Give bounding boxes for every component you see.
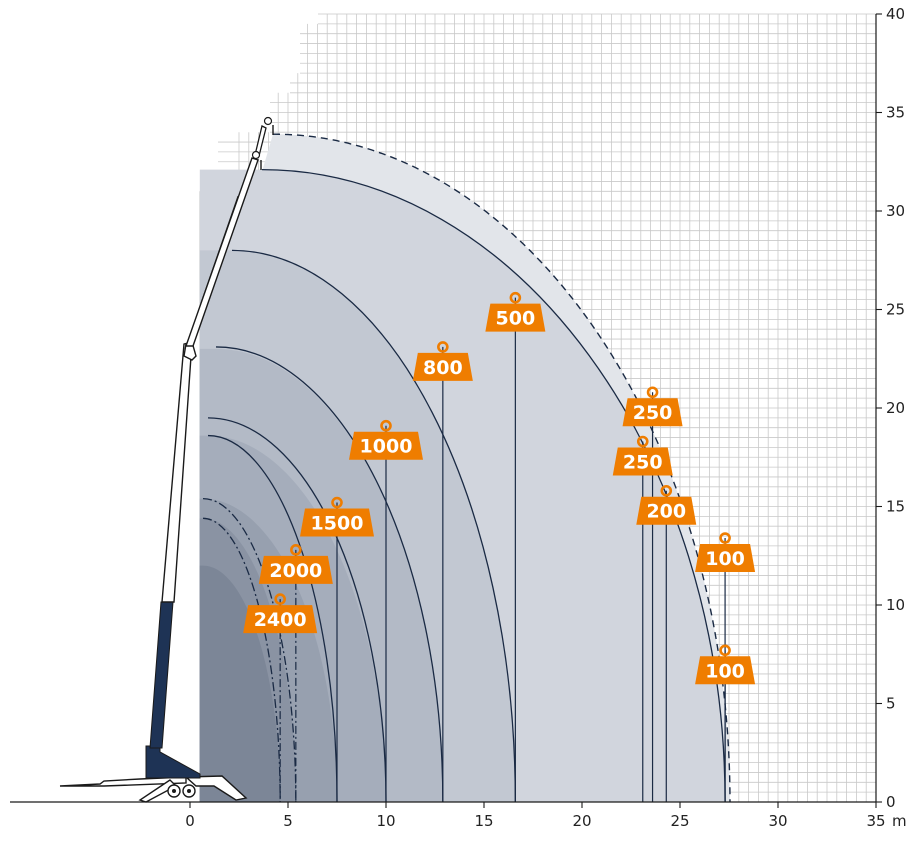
x-tick-label: 10 bbox=[376, 812, 395, 830]
weight-tag-ring bbox=[660, 484, 673, 497]
x-tick-label: 30 bbox=[768, 812, 787, 830]
x-tick-label: 20 bbox=[572, 812, 591, 830]
weight-tag-body bbox=[695, 544, 756, 573]
curve-boom bbox=[261, 168, 726, 803]
weight-tag-label: 2000 bbox=[269, 560, 322, 582]
weight-tag: 100 bbox=[695, 644, 756, 685]
weight-tag-ring bbox=[719, 532, 731, 544]
x-tick-label: 15 bbox=[474, 812, 493, 830]
crane-machine bbox=[59, 116, 274, 803]
weight-tag-label: 100 bbox=[705, 660, 745, 682]
weight-tag-label: 500 bbox=[496, 308, 536, 330]
curve-boom bbox=[202, 497, 297, 803]
x-tick-label: 0 bbox=[185, 812, 195, 830]
weight-tag-ring bbox=[380, 419, 392, 432]
weight-tag-label: 200 bbox=[646, 501, 686, 523]
region-load-zone bbox=[199, 565, 281, 802]
weight-tag-label: 250 bbox=[633, 402, 673, 424]
weight-tag-body bbox=[412, 352, 473, 381]
weight-tag: 200 bbox=[636, 484, 697, 525]
weight-tag: 2000 bbox=[258, 544, 333, 584]
crane-boom-inner bbox=[200, 195, 239, 304]
weight-tag: 100 bbox=[695, 532, 756, 573]
weight-tag-body bbox=[243, 605, 318, 634]
weight-tag-label: 1500 bbox=[311, 513, 364, 535]
weight-tag: 1500 bbox=[300, 496, 374, 537]
weight-tags: 2400 2000 1500 1000 800 500 250 250 200 100 100 bbox=[243, 291, 756, 685]
weight-tag-body bbox=[258, 555, 333, 584]
weight-tag-ring bbox=[719, 644, 731, 657]
curve-jib-envelope bbox=[272, 133, 731, 803]
weight-tag-label: 250 bbox=[623, 451, 663, 473]
weight-tag-body bbox=[636, 496, 697, 525]
weight-tag-body bbox=[300, 508, 374, 537]
weight-tag: 250 bbox=[612, 435, 673, 476]
y-tick-label: 20 bbox=[886, 399, 905, 417]
y-tick-label: 30 bbox=[886, 202, 905, 220]
weight-tag-ring bbox=[290, 544, 302, 556]
y-tick-label: 35 bbox=[886, 104, 905, 122]
crane-mast bbox=[161, 341, 193, 603]
y-tick-label: 5 bbox=[886, 695, 896, 713]
curve-boom bbox=[215, 346, 444, 803]
weight-tag-body bbox=[695, 656, 756, 685]
weight-tag-ring bbox=[437, 341, 449, 353]
curve-boom bbox=[231, 249, 517, 803]
weight-tag-body bbox=[349, 431, 423, 460]
crane-wheel-hub bbox=[172, 789, 176, 793]
y-tick-label: 0 bbox=[886, 793, 896, 811]
weight-tag: 250 bbox=[622, 386, 683, 427]
crane-wheel-hub bbox=[187, 789, 191, 793]
y-tick-label: 25 bbox=[886, 301, 905, 319]
curve-boom bbox=[207, 434, 338, 803]
crane-tower-lower bbox=[149, 601, 174, 749]
weight-tag: 1000 bbox=[349, 419, 423, 460]
weight-tag-body bbox=[485, 303, 546, 332]
x-tick-label: 5 bbox=[283, 812, 293, 830]
y-tick-label: 15 bbox=[886, 498, 905, 516]
weight-tag-ring bbox=[509, 291, 522, 304]
weight-tag-body bbox=[612, 447, 673, 476]
y-tick-label: 40 bbox=[886, 5, 905, 23]
weight-tag-ring bbox=[646, 386, 659, 399]
y-tick-label: 10 bbox=[886, 596, 905, 614]
weight-tag-label: 2400 bbox=[254, 609, 307, 631]
weight-tag: 800 bbox=[412, 341, 473, 381]
weight-tag-body bbox=[622, 398, 683, 427]
weight-tag: 500 bbox=[485, 291, 546, 332]
weight-tag-label: 100 bbox=[705, 548, 745, 570]
crane-tower-base bbox=[145, 745, 201, 779]
weight-tag-label: 1000 bbox=[360, 436, 413, 458]
curve-boom bbox=[202, 517, 281, 803]
weight-tag-ring bbox=[331, 496, 343, 509]
crane-outrigger-right bbox=[184, 775, 248, 801]
crane-boom-hook bbox=[251, 150, 261, 160]
weight-tag-label: 800 bbox=[423, 357, 463, 379]
weight-tag: 2400 bbox=[243, 593, 318, 634]
x-unit-label: m bbox=[892, 812, 907, 830]
weight-tag-ring bbox=[636, 435, 649, 448]
x-tick-label: 25 bbox=[670, 812, 689, 830]
weight-tag-ring bbox=[274, 593, 286, 605]
crane-boom bbox=[185, 157, 259, 347]
x-tick-label: 35 bbox=[866, 812, 885, 830]
crane-jib-hook bbox=[263, 116, 273, 126]
